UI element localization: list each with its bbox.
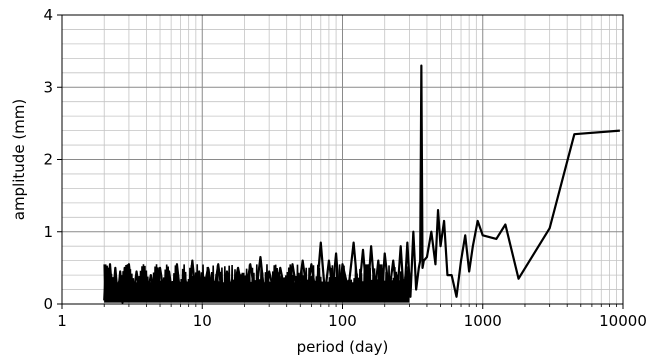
y-tick-label: 4 — [43, 6, 53, 24]
x-tick-label: 10000 — [599, 312, 647, 330]
y-tick-label: 1 — [43, 223, 53, 241]
x-axis-label: period (day) — [297, 338, 389, 356]
x-tick-label: 1 — [57, 312, 67, 330]
x-tick-label: 1000 — [464, 312, 502, 330]
y-axis: 0 1 2 3 4 — [43, 6, 62, 313]
series-layer — [103, 64, 620, 304]
y-axis-label: amplitude (mm) — [10, 99, 28, 221]
y-tick-label: 0 — [43, 295, 53, 313]
x-tick-label: 10 — [193, 312, 212, 330]
series-band — [103, 264, 411, 303]
x-axis: 1 10 100 1000 10000 — [57, 304, 647, 330]
x-tick-label: 100 — [328, 312, 357, 330]
y-tick-label: 3 — [43, 78, 53, 96]
y-tick-label: 2 — [43, 151, 53, 169]
